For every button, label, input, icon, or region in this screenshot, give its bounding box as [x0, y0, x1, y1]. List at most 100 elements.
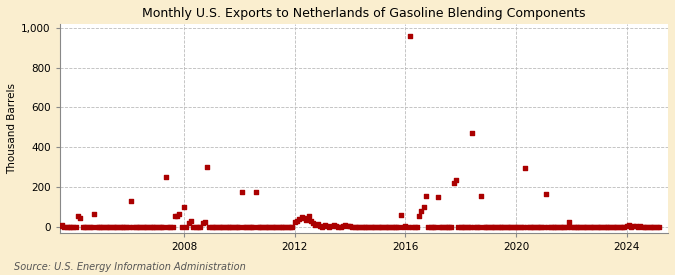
Point	[637, 224, 648, 229]
Point	[358, 224, 369, 229]
Point	[487, 224, 498, 229]
Point	[568, 224, 579, 229]
Point	[317, 224, 328, 229]
Point	[192, 224, 203, 229]
Point	[616, 224, 627, 229]
Point	[315, 223, 325, 228]
Point	[298, 215, 309, 220]
Point	[396, 213, 406, 217]
Point	[347, 224, 358, 229]
Point	[176, 224, 187, 229]
Point	[375, 224, 385, 229]
Point	[391, 224, 402, 229]
Point	[135, 224, 146, 229]
Point	[441, 224, 452, 229]
Point	[612, 224, 623, 229]
Point	[305, 218, 316, 223]
Point	[534, 224, 545, 229]
Point	[117, 224, 128, 229]
Point	[469, 224, 480, 229]
Point	[651, 224, 662, 229]
Point	[522, 224, 533, 229]
Point	[101, 224, 111, 229]
Point	[151, 224, 162, 229]
Point	[292, 218, 302, 223]
Point	[628, 223, 639, 228]
Point	[474, 224, 485, 229]
Point	[640, 224, 651, 229]
Point	[65, 224, 76, 229]
Point	[393, 224, 404, 229]
Point	[119, 224, 130, 229]
Point	[360, 224, 371, 229]
Point	[601, 224, 612, 229]
Point	[331, 223, 342, 228]
Point	[310, 222, 321, 227]
Point	[404, 34, 415, 38]
Point	[439, 224, 450, 229]
Point	[621, 223, 632, 228]
Point	[59, 224, 70, 229]
Point	[427, 224, 438, 229]
Point	[303, 213, 314, 218]
Point	[96, 224, 107, 229]
Point	[642, 224, 653, 229]
Point	[577, 224, 588, 229]
Point	[107, 224, 118, 229]
Point	[497, 224, 508, 229]
Point	[400, 223, 410, 228]
Point	[653, 224, 664, 229]
Point	[248, 224, 259, 229]
Point	[225, 224, 236, 229]
Point	[570, 224, 581, 229]
Point	[644, 224, 655, 229]
Point	[223, 224, 234, 229]
Point	[52, 224, 63, 229]
Point	[386, 224, 397, 229]
Point	[329, 222, 340, 227]
Point	[589, 224, 599, 229]
Point	[77, 224, 88, 229]
Point	[209, 224, 219, 229]
Point	[504, 224, 514, 229]
Point	[257, 224, 268, 229]
Point	[61, 224, 72, 229]
Point	[282, 224, 293, 229]
Point	[179, 205, 190, 209]
Point	[363, 224, 374, 229]
Point	[184, 220, 194, 225]
Point	[549, 224, 560, 229]
Point	[290, 219, 300, 224]
Point	[479, 224, 489, 229]
Point	[536, 224, 547, 229]
Point	[559, 224, 570, 229]
Point	[250, 189, 261, 194]
Point	[598, 224, 609, 229]
Point	[508, 224, 519, 229]
Point	[132, 224, 143, 229]
Point	[356, 224, 367, 229]
Y-axis label: Thousand Barrels: Thousand Barrels	[7, 83, 17, 174]
Point	[494, 224, 505, 229]
Point	[585, 224, 595, 229]
Point	[285, 224, 296, 229]
Point	[266, 224, 277, 229]
Text: Source: U.S. Energy Information Administration: Source: U.S. Energy Information Administ…	[14, 262, 245, 272]
Point	[529, 224, 540, 229]
Point	[552, 224, 563, 229]
Point	[57, 223, 68, 227]
Point	[333, 224, 344, 229]
Point	[324, 224, 335, 229]
Point	[273, 224, 284, 229]
Point	[197, 220, 208, 225]
Point	[573, 224, 584, 229]
Point	[632, 224, 643, 229]
Point	[75, 215, 86, 220]
Point	[121, 224, 132, 229]
Point	[73, 213, 84, 218]
Point	[368, 224, 379, 229]
Point	[319, 222, 330, 227]
Point	[443, 224, 454, 229]
Point	[86, 224, 97, 229]
Point	[402, 224, 413, 229]
